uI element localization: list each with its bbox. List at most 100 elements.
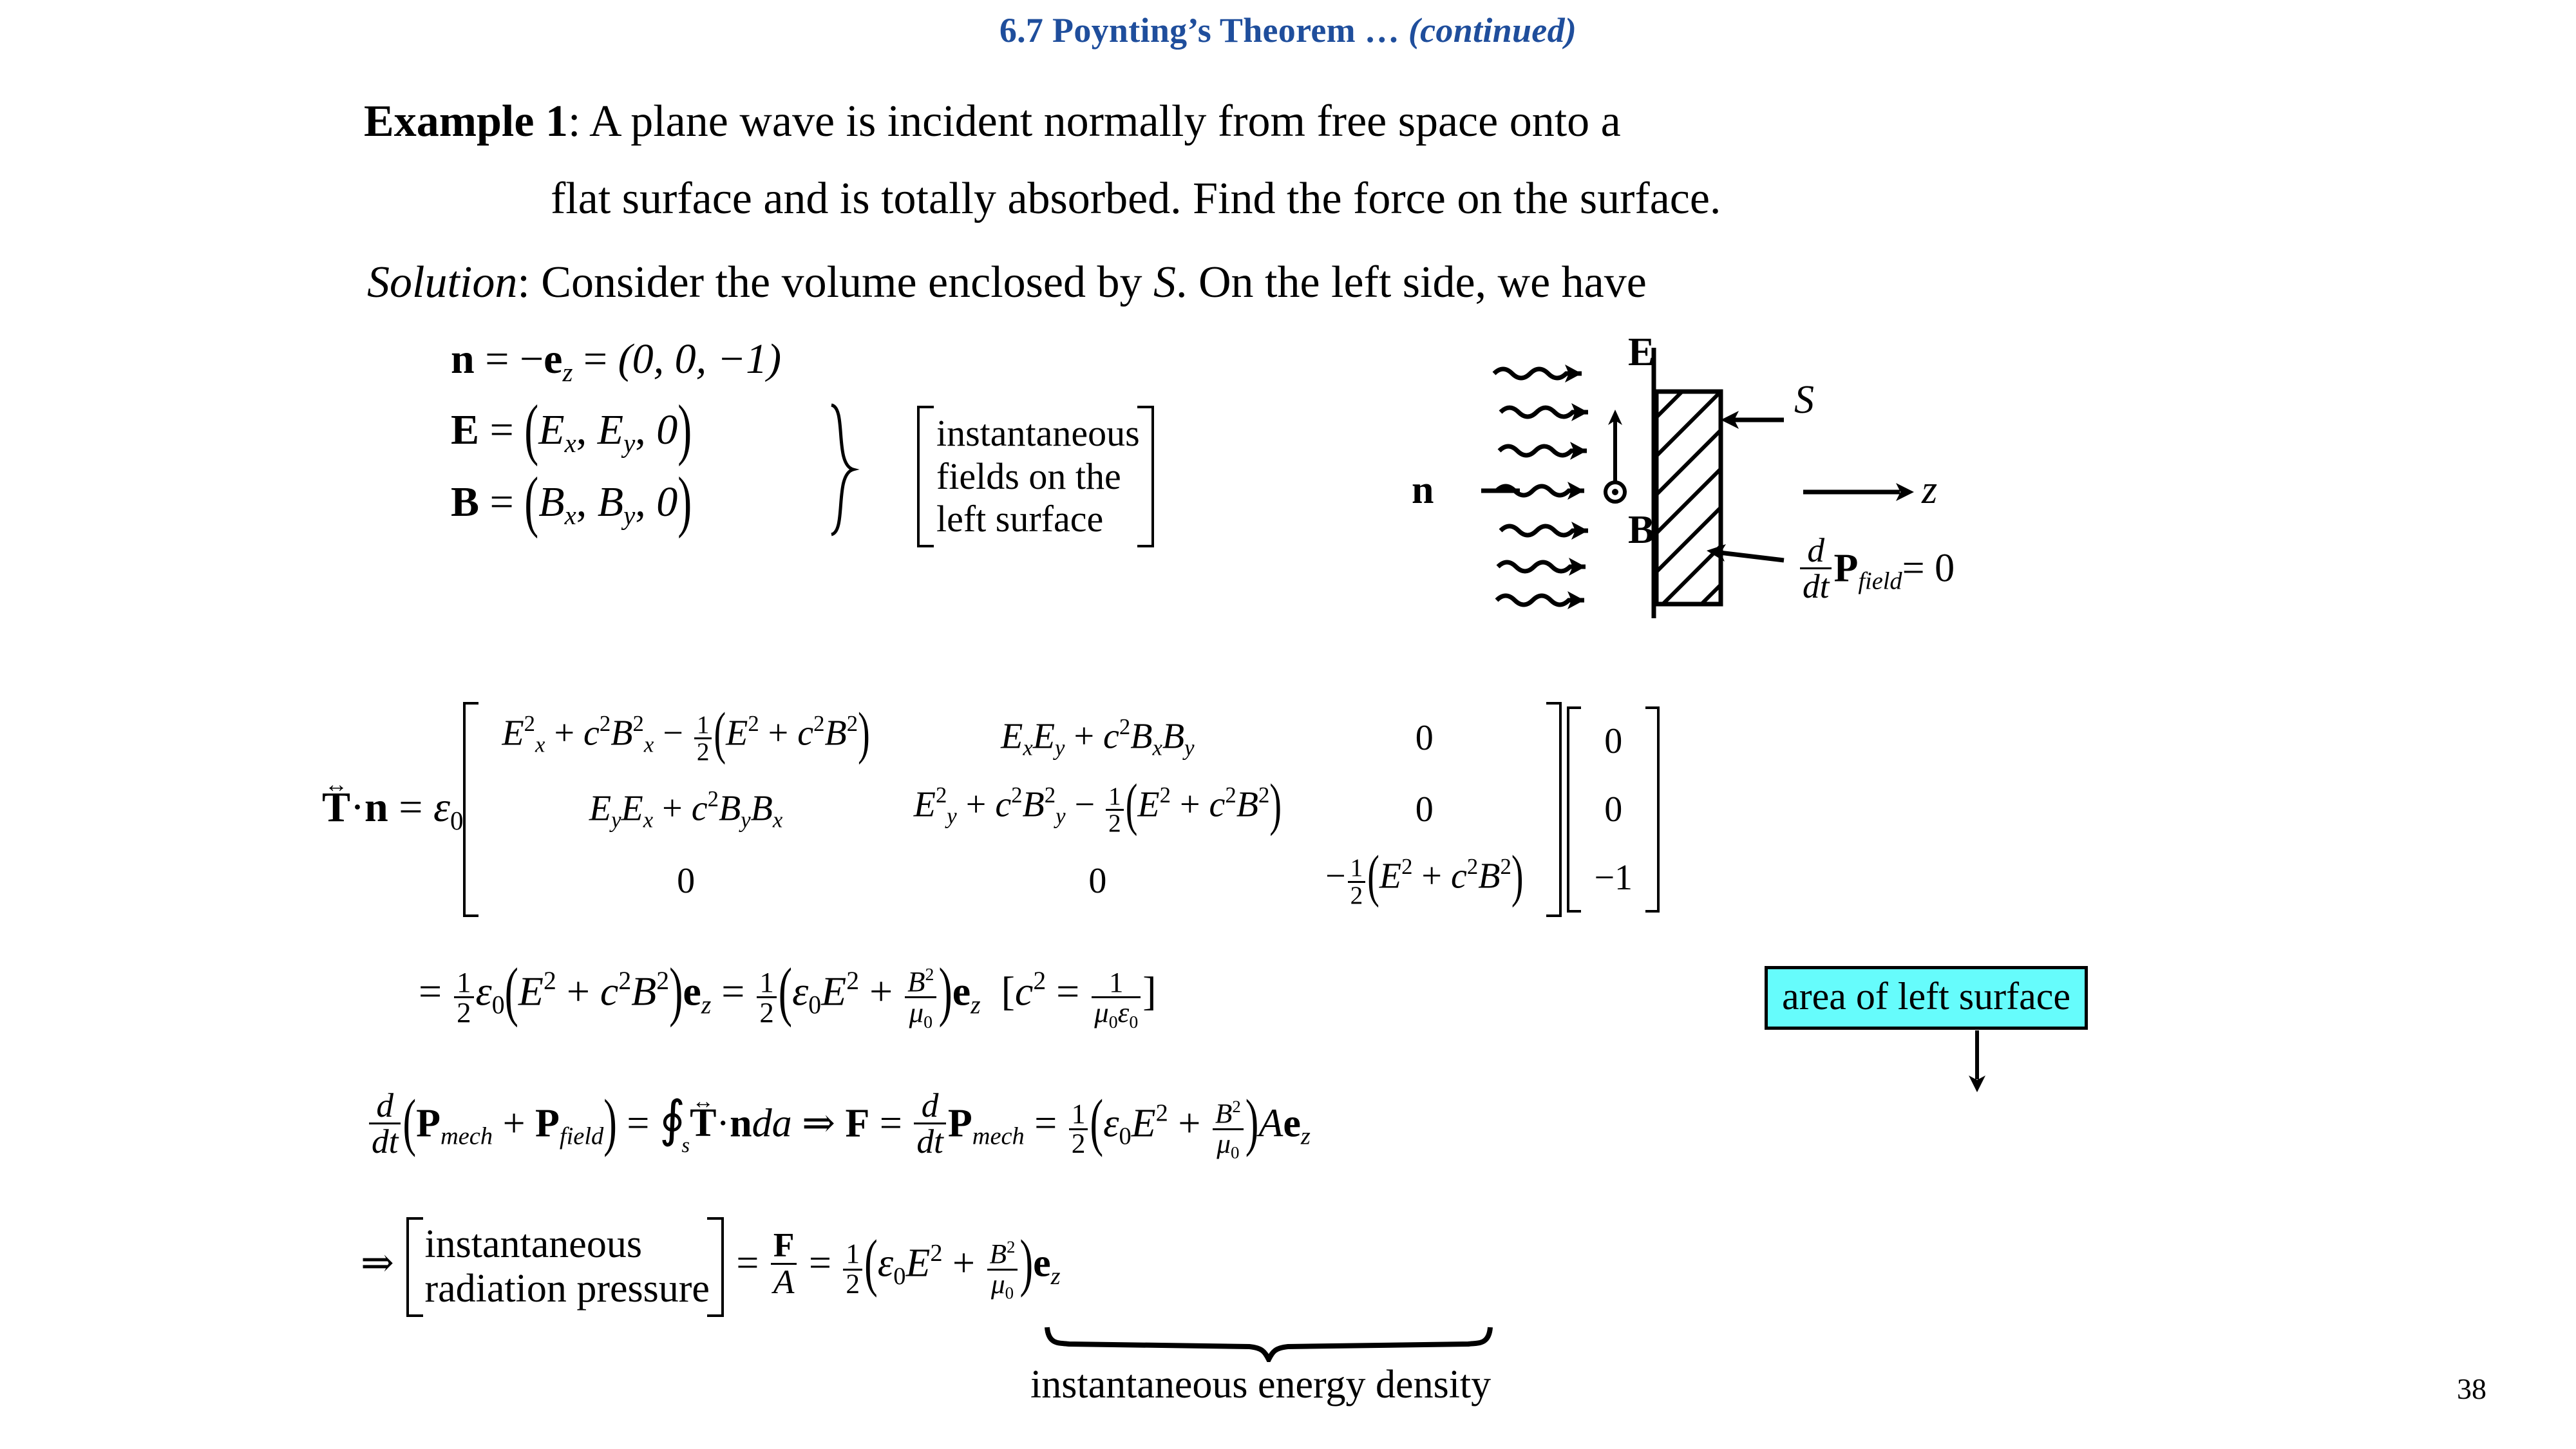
matrix-cell-1-2: ExEy + c2BxBy [1001,714,1195,761]
result-epsilon-sub: 0 [491,990,505,1019]
colvec-cell-3: −1 [1594,857,1633,898]
pressure-note-line-1: instantaneous [424,1222,642,1266]
diagram-equals-zero: = 0 [1902,546,1955,591]
normal-vector-symbol: n [451,336,475,383]
fields-note-line-1: instantaneous [936,412,1140,454]
B-symbol: B [451,478,480,526]
radiation-pressure-bracket: instantaneous radiation pressure [404,1217,726,1317]
E-symbol: E [451,406,480,453]
solution-surface-symbol: S [1153,258,1176,307]
ddt-dt-2: dt [914,1122,946,1159]
instantaneous-fields-bracket: instantaneous fields on the left surface [914,406,1157,548]
stress-tensor-symbol: ↔ T [322,772,350,832]
normal-eq-2: = [573,336,618,383]
instantaneous-fields-note: instantaneous fields on the left surface [914,406,1157,548]
momentum-ez: e [1283,1101,1301,1146]
ddt-fraction-2: d dt [914,1088,946,1159]
matrix-cell-3-3: −1 2 (E2 + c2B2) [1325,844,1524,909]
B-comp-z: 0 [656,478,678,526]
page-title-continued: (continued) [1408,11,1577,50]
momentum-dot: · [716,1101,730,1146]
closed-surface-integral-icon: ∮s [659,1090,690,1157]
E-comp-x: E [538,406,565,453]
matrix-cell-2-2: E2y + c2B2y − 1 2 (E2 + c2B2) [913,773,1282,838]
page-title-main: 6.7 Poynting’s Theorem … [999,11,1408,50]
colvec-row: 0 [1582,776,1644,843]
B-comp-y: B [597,478,624,526]
momentum-equals: = [616,1101,659,1146]
momentum-da: da [752,1101,792,1146]
P-mech-subscript-2: mech [972,1122,1025,1150]
field-momentum-pointer [1707,544,1785,563]
matrix-cell-2-1: EyEx + c2ByBx [589,786,783,833]
matrix-row: EyEx + c2ByBx E2y + c2B2y − 1 2 (E2 + c2B2… [480,773,1545,845]
ddt-fraction-1: d dt [369,1088,401,1159]
equation-normal-vector: n = −ez = (0, 0, −1) [451,335,781,388]
diagram-P: P [1833,546,1859,591]
matrix-cell-3-2: 0 [1088,861,1107,902]
tensor-normal-n: n [365,783,388,831]
diagram-label-n: n [1412,468,1434,512]
E-equals: = [479,406,525,453]
B-comma-1: , [576,478,598,526]
example-text-1: A plane wave is incident normally from f… [589,97,1621,146]
pressure-equals-2: = [799,1241,842,1285]
tensor-dot: · [350,783,365,831]
matrix-row: E2x + c2B2x − 1 2 (E2 + c2B2) ExEy + c2BxB… [480,701,1545,773]
incident-wave-arrows [1492,366,1588,607]
hatched-control-volume [1654,389,1723,607]
normal-column-vector: 0 0 −1 [1567,706,1660,913]
area-of-left-surface-callout: area of left surface [1765,966,2088,1030]
unit-vector-e: e [544,336,563,383]
diagram-label-z: z [1922,468,1938,512]
z-axis-arrow [1803,483,1914,501]
field-orientation-marker [1604,410,1627,504]
pressure-F: F [773,1226,795,1265]
equation-magnetic-field: B = (Bx, By, 0) [451,464,692,540]
force-equals: = [869,1101,913,1146]
solution-text-before: : Consider the volume enclosed by [517,258,1153,307]
stress-tensor-symbol-2: ↔ T [690,1090,716,1146]
c-squared-numerator: 1 [1109,965,1124,998]
force-equals-2: = [1024,1101,1067,1146]
diagram-dt: dt [1800,567,1832,603]
oint-subscript-s: s [681,1133,690,1157]
B-equals: = [479,478,525,526]
P-mech-symbol: P [416,1101,440,1146]
result-ez-1: e [683,968,701,1014]
page-number: 38 [2457,1372,2486,1405]
permittivity-subscript: 0 [450,806,464,835]
pressure-implies: ⇒ [361,1241,394,1285]
example-label: Example 1 [364,97,568,146]
example-statement-line-2: flat surface and is totally absorbed. Fi… [551,174,1721,224]
B-comp-x: B [538,478,565,526]
E-comp-x-sub: x [564,429,576,459]
double-arrow-accent-icon: ↔ [324,771,348,797]
E-paren-open: ( [524,392,539,468]
B-comp-x-sub: x [564,501,576,531]
B-paren-open: ( [524,464,539,540]
energy-density-underbrace [1043,1323,1494,1365]
double-arrow-accent-icon-2: ↔ [692,1089,714,1113]
P-mech-symbol-2: P [947,1101,972,1146]
E-paren-close: ) [677,392,692,468]
fields-note-line-2: fields on the [936,455,1121,497]
matrix-cell-2-3: 0 [1415,789,1434,829]
matrix-cell-1-3: 0 [1415,717,1434,758]
unit-vector-e-subscript: z [562,358,573,388]
solution-text-after: . On the left side, we have [1175,258,1647,307]
result-epsilon: ε [475,968,492,1014]
example-colon: : [567,97,590,146]
area-callout-arrow-icon [1964,1030,1990,1098]
B-paren-close: ) [677,464,692,540]
pressure-A: A [770,1262,797,1299]
fields-note-line-3: left surface [936,498,1104,540]
matrix-cell-1-1: E2x + c2B2x − 1 2 (E2 + c2B2) [502,701,870,766]
equation-maxwell-stress-tensor: ↔ T·n = ε0 E2x + c2B2x − 1 2 (E2 + c2B2) Ex… [322,701,1660,917]
stress-tensor-matrix: E2x + c2B2x − 1 2 (E2 + c2B2) ExEy + c2BxB… [463,701,1562,917]
E-comp-y: E [597,406,624,453]
pressure-ez: e [1033,1241,1051,1285]
momentum-implies: ⇒ [791,1101,846,1146]
diagram-label-E: E [1628,330,1655,374]
